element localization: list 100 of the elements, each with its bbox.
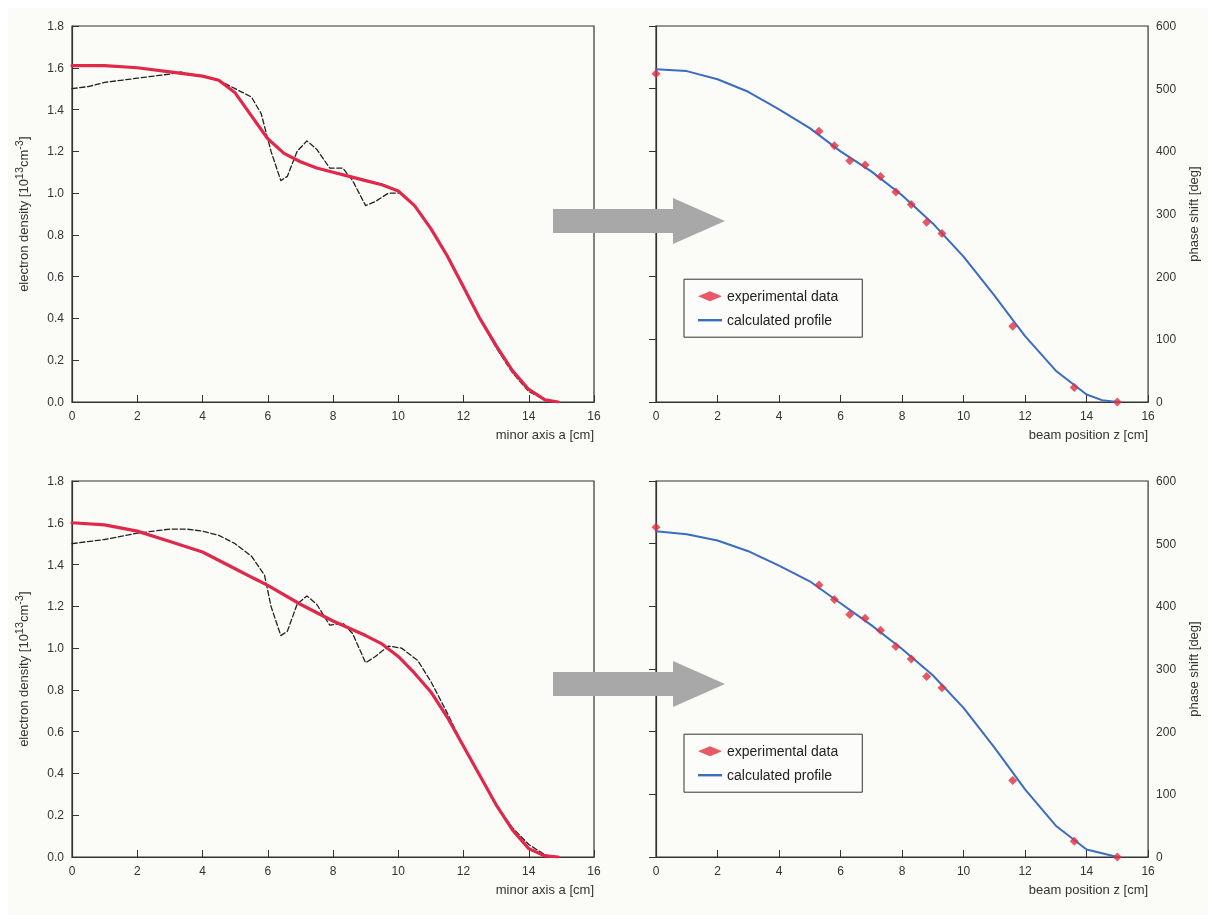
y2-tick-label: 0 bbox=[1156, 395, 1164, 409]
x-tick-label: 12 bbox=[456, 864, 471, 878]
point bbox=[891, 641, 901, 651]
y-tick-label: 1.6 bbox=[47, 60, 65, 75]
legend-label: calculated profile bbox=[727, 312, 833, 329]
y2-axis-title: phase shift [deg] bbox=[1186, 166, 1201, 262]
y2-tick-label: 200 bbox=[1156, 269, 1177, 284]
y-tick-label: 1.2 bbox=[47, 599, 65, 614]
y-tick-label: 0.8 bbox=[47, 682, 65, 697]
y2-tick-label: 300 bbox=[1156, 207, 1177, 221]
y2-tick-label: 400 bbox=[1156, 599, 1177, 614]
x-tick-label: 6 bbox=[837, 409, 845, 423]
point bbox=[829, 594, 839, 604]
point bbox=[860, 613, 870, 623]
x-tick-label: 0 bbox=[652, 864, 660, 878]
x-tick-label: 0 bbox=[652, 409, 660, 423]
point bbox=[845, 609, 855, 619]
x-tick-label: 16 bbox=[587, 409, 601, 423]
point bbox=[1112, 397, 1122, 407]
x-tick-label: 2 bbox=[714, 409, 722, 423]
y2-tick-label: 100 bbox=[1156, 332, 1177, 347]
y2-tick-label: 200 bbox=[1156, 724, 1177, 739]
x-tick-label: 16 bbox=[587, 864, 601, 878]
y-tick-label: 1.8 bbox=[47, 19, 65, 33]
y-tick-label: 0.4 bbox=[47, 311, 65, 326]
point bbox=[651, 522, 661, 532]
y-tick-label: 1.8 bbox=[47, 474, 65, 488]
point bbox=[845, 156, 855, 166]
y2-tick-label: 600 bbox=[1156, 19, 1177, 33]
x-tick-label: 8 bbox=[898, 864, 906, 878]
x-tick-label: 10 bbox=[391, 864, 406, 878]
point bbox=[906, 654, 916, 664]
x-tick-label: 10 bbox=[956, 864, 971, 878]
x-tick-label: 6 bbox=[264, 409, 272, 423]
y-tick-label: 0.4 bbox=[47, 766, 65, 781]
y-tick-label: 1.4 bbox=[47, 102, 65, 117]
point bbox=[814, 126, 824, 136]
point bbox=[1008, 321, 1018, 331]
x-tick-label: 4 bbox=[199, 409, 207, 423]
x-tick-label: 4 bbox=[775, 409, 783, 423]
x-tick-label: 14 bbox=[522, 864, 536, 878]
x-tick-label: 4 bbox=[199, 864, 207, 878]
y-tick-label: 0.0 bbox=[47, 395, 65, 409]
x-tick-label: 14 bbox=[1079, 864, 1094, 878]
point bbox=[860, 160, 870, 170]
x-axis-title: beam position z [cm] bbox=[1028, 427, 1149, 442]
point bbox=[937, 683, 947, 693]
x-tick-label: 12 bbox=[456, 409, 471, 423]
point bbox=[906, 200, 916, 210]
y-tick-label: 1.2 bbox=[47, 144, 65, 159]
y2-tick-label: 300 bbox=[1156, 662, 1177, 676]
x-tick-label: 12 bbox=[1018, 864, 1033, 878]
point bbox=[891, 187, 901, 197]
x-tick-label: 8 bbox=[329, 409, 337, 423]
x-tick-label: 6 bbox=[264, 864, 272, 878]
point bbox=[937, 228, 947, 238]
y-tick-label: 1.4 bbox=[47, 557, 65, 572]
x-axis-title: beam position z [cm] bbox=[1028, 882, 1149, 897]
point bbox=[876, 625, 886, 635]
x-tick-label: 12 bbox=[1018, 409, 1033, 423]
point bbox=[1008, 776, 1018, 786]
point bbox=[922, 672, 932, 682]
x-tick-label: 8 bbox=[329, 864, 337, 878]
y2-tick-label: 500 bbox=[1156, 81, 1177, 96]
y2-tick-label: 400 bbox=[1156, 144, 1177, 159]
y2-tick-label: 0 bbox=[1156, 850, 1164, 864]
y2-tick-label: 500 bbox=[1156, 536, 1177, 551]
x-tick-label: 2 bbox=[133, 409, 141, 423]
point bbox=[922, 217, 932, 227]
point bbox=[829, 141, 839, 151]
point bbox=[1069, 836, 1079, 846]
point bbox=[1112, 852, 1122, 862]
x-tick-label: 2 bbox=[714, 864, 722, 878]
y-tick-label: 0.6 bbox=[47, 724, 65, 739]
legend-label: calculated profile bbox=[727, 767, 833, 784]
point bbox=[1069, 383, 1079, 393]
y2-tick-label: 100 bbox=[1156, 787, 1177, 802]
point bbox=[814, 580, 824, 590]
x-tick-label: 10 bbox=[391, 409, 406, 423]
y-tick-label: 0.2 bbox=[47, 353, 65, 368]
y-tick-label: 1.0 bbox=[47, 186, 65, 201]
y2-axis-title: phase shift [deg] bbox=[1186, 621, 1201, 717]
point bbox=[876, 171, 886, 181]
x-tick-label: 0 bbox=[68, 409, 76, 423]
legend-label: experimental data bbox=[727, 288, 839, 305]
y-tick-label: 1.6 bbox=[47, 515, 65, 530]
x-tick-label: 14 bbox=[522, 409, 536, 423]
x-tick-label: 2 bbox=[133, 864, 141, 878]
x-tick-label: 16 bbox=[1141, 409, 1156, 423]
x-tick-label: 10 bbox=[956, 409, 971, 423]
x-tick-label: 4 bbox=[775, 864, 783, 878]
point bbox=[651, 69, 661, 79]
x-tick-label: 6 bbox=[837, 864, 845, 878]
y-tick-label: 0.0 bbox=[47, 850, 65, 864]
x-tick-label: 16 bbox=[1141, 864, 1156, 878]
y-tick-label: 0.6 bbox=[47, 269, 65, 284]
y2-tick-label: 600 bbox=[1156, 474, 1177, 488]
y-tick-label: 0.8 bbox=[47, 227, 65, 242]
y-tick-label: 1.0 bbox=[47, 641, 65, 656]
x-axis-title: minor axis a [cm] bbox=[495, 427, 594, 442]
